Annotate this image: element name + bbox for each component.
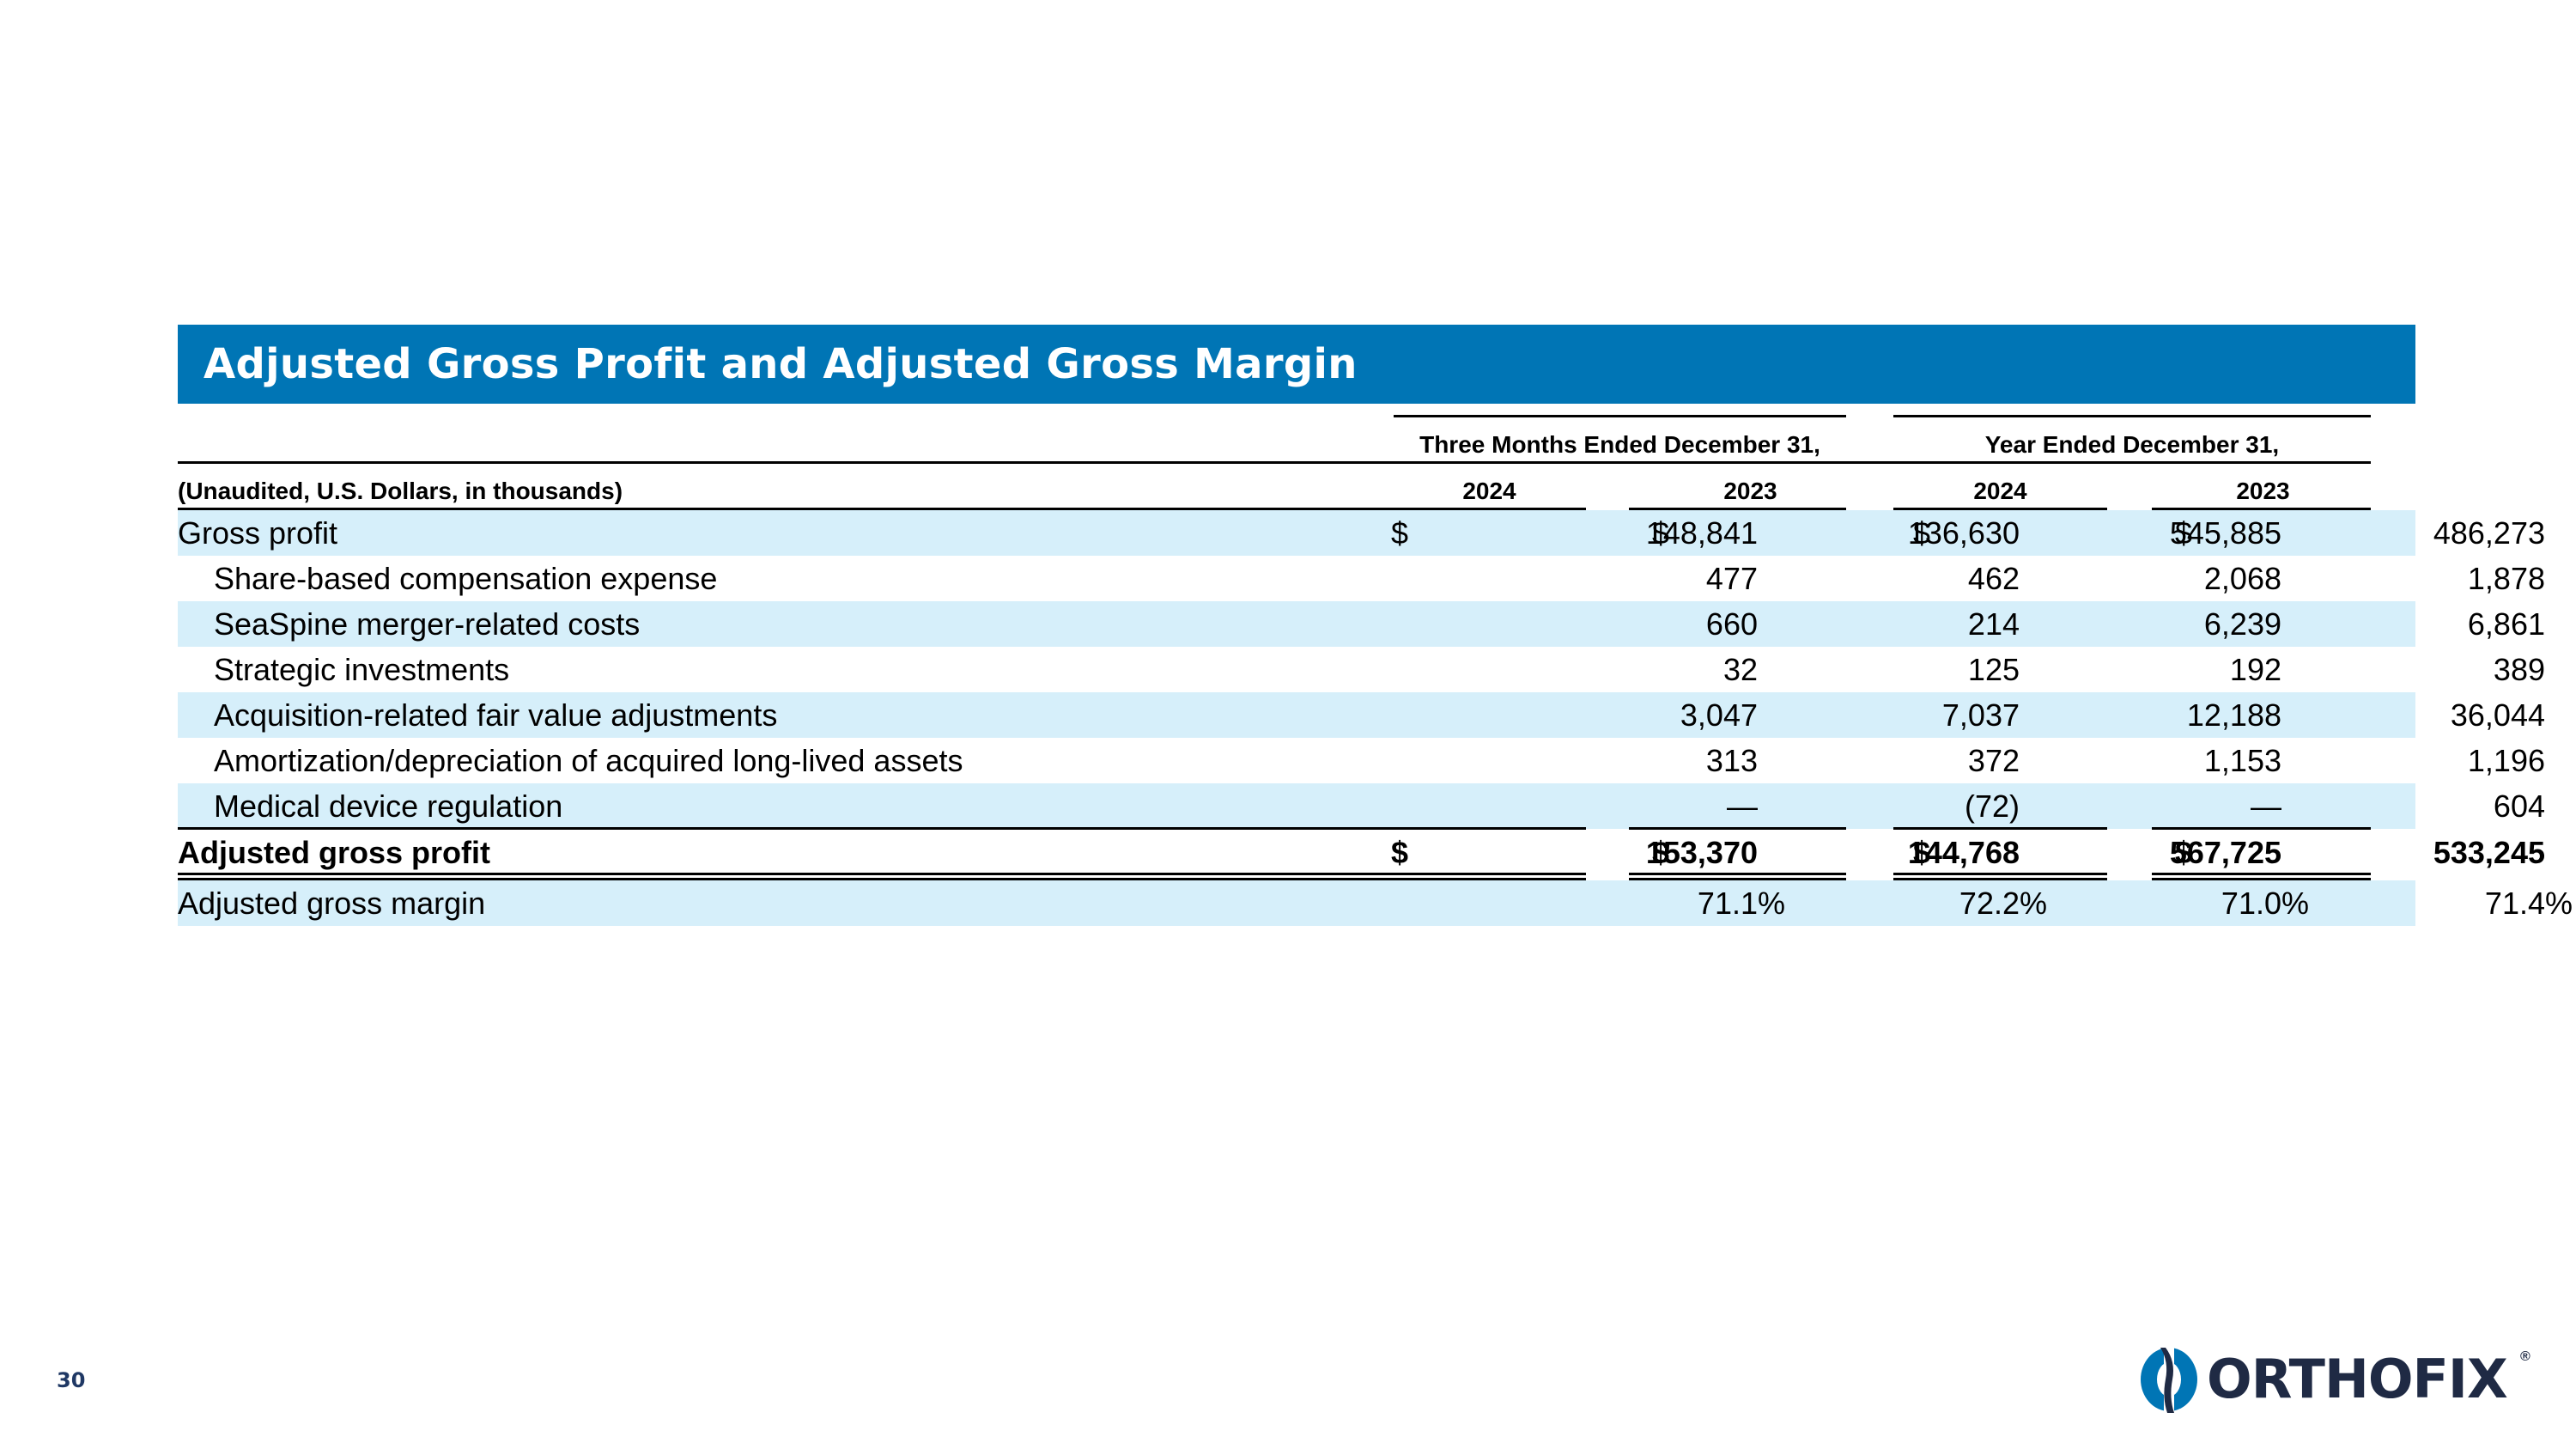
- year-header-4: 2023: [2236, 478, 2290, 504]
- value-cell: 389: [2493, 652, 2545, 687]
- value-cell: 153,370: [1645, 835, 1758, 870]
- value-cell: 313: [1705, 743, 1758, 778]
- value-cell: 1,878: [2467, 561, 2545, 596]
- value-cell: 32: [1722, 652, 1758, 687]
- row-label: Amortization/depreciation of acquired lo…: [214, 743, 963, 778]
- group2-top-rule: [1893, 415, 2371, 417]
- dollar-sign: $: [1391, 835, 1409, 870]
- row-label: SeaSpine merger-related costs: [214, 606, 641, 642]
- value-cell: 71.0%: [2221, 886, 2309, 921]
- row-label: Adjusted gross margin: [178, 886, 486, 921]
- value-cell: 2,068: [2203, 561, 2281, 596]
- value-cell: 1,153: [2203, 743, 2281, 778]
- value-cell: —: [2251, 788, 2281, 824]
- total-double-rule-label-b: [178, 878, 1586, 880]
- total-double-rule-3a: [1893, 873, 2107, 875]
- group1-header: Three Months Ended December 31,: [1419, 431, 1820, 458]
- subtotal-rule-2: [1629, 827, 1846, 830]
- subtotal-rule-3: [1893, 827, 2107, 830]
- row-label: Medical device regulation: [214, 788, 563, 824]
- value-cell: (72): [1964, 788, 2020, 824]
- group2-header: Year Ended December 31,: [1984, 431, 2280, 458]
- year-header-2: 2023: [1723, 478, 1777, 504]
- value-cell: 125: [1967, 652, 2020, 687]
- value-cell: 486,273: [2433, 515, 2545, 551]
- dollar-sign: $: [1913, 835, 1931, 870]
- year-header-3: 2024: [1973, 478, 2027, 504]
- logo-wordmark: ORTHOFIX: [2207, 1348, 2508, 1410]
- value-cell: 12,188: [2186, 697, 2281, 733]
- table-row: Gross profit $ 148,841 $ 136,630 $ 545,8…: [178, 510, 2545, 556]
- dollar-sign: $: [2175, 515, 2193, 551]
- subtotal-rule-label: [178, 827, 1586, 830]
- table-row: SeaSpine merger-related costs 660 214 6,…: [178, 601, 2545, 647]
- total-double-rule-4a: [2152, 873, 2371, 875]
- value-cell: 372: [1967, 743, 2020, 778]
- table-row: Medical device regulation — (72) — 604: [178, 783, 2545, 829]
- value-cell: 477: [1705, 561, 1758, 596]
- row-label: Share-based compensation expense: [214, 561, 718, 596]
- table-row: Adjusted gross profit $ 153,370 $ 144,76…: [178, 830, 2545, 875]
- value-cell: 6,239: [2203, 606, 2281, 642]
- total-double-rule-3b: [1893, 878, 2107, 880]
- dollar-sign: $: [1391, 515, 1409, 551]
- value-cell: 7,037: [1941, 697, 2020, 733]
- page-number: 30: [57, 1368, 86, 1392]
- title-bar: Adjusted Gross Profit and Adjusted Gross…: [178, 325, 2415, 404]
- year-rule-3: [1893, 508, 2107, 510]
- value-cell: 533,245: [2433, 835, 2545, 870]
- table-row: Amortization/depreciation of acquired lo…: [178, 738, 2545, 783]
- value-cell: 3,047: [1680, 697, 1758, 733]
- dollar-sign: $: [1652, 515, 1670, 551]
- registered-mark: ®: [2520, 1349, 2530, 1364]
- orthofix-logo: ORTHOFIX ®: [2138, 1344, 2533, 1415]
- value-cell: 462: [1967, 561, 2020, 596]
- value-cell: 660: [1705, 606, 1758, 642]
- row-label: Gross profit: [178, 515, 338, 551]
- orthofix-mark-icon: [2141, 1344, 2197, 1415]
- table-row: Strategic investments 32 125 192 389: [178, 647, 2545, 692]
- year-rule-2: [1629, 508, 1846, 510]
- value-cell: —: [1727, 788, 1758, 824]
- value-cell: 72.2%: [1959, 886, 2047, 921]
- value-cell: 545,885: [2169, 515, 2281, 551]
- total-double-rule-2a: [1629, 873, 1846, 875]
- group1-top-rule: [1394, 415, 1846, 417]
- subtotal-rule-4: [2152, 827, 2371, 830]
- year-rule-label: [178, 508, 1586, 510]
- year-header-1: 2024: [1462, 478, 1516, 504]
- value-cell: 604: [2493, 788, 2545, 824]
- value-cell: 36,044: [2450, 697, 2545, 733]
- row-label: Acquisition-related fair value adjustmen…: [214, 697, 778, 733]
- table-row: Acquisition-related fair value adjustmen…: [178, 692, 2545, 738]
- value-cell: 148,841: [1645, 515, 1758, 551]
- table-row: Adjusted gross margin 71.1% 72.2% 71.0% …: [178, 880, 2573, 926]
- dollar-sign: $: [1652, 835, 1670, 870]
- total-double-rule-2b: [1629, 878, 1846, 880]
- table-row: Share-based compensation expense 477 462…: [178, 556, 2545, 601]
- dollar-sign: $: [2175, 835, 2193, 870]
- value-cell: 144,768: [1907, 835, 2020, 870]
- units-label: (Unaudited, U.S. Dollars, in thousands): [178, 478, 623, 504]
- value-cell: 1,196: [2467, 743, 2545, 778]
- value-cell: 214: [1967, 606, 2020, 642]
- value-cell: 136,630: [1907, 515, 2020, 551]
- row-label: Strategic investments: [214, 652, 510, 687]
- value-cell: 6,861: [2467, 606, 2545, 642]
- year-rule-4: [2152, 508, 2371, 510]
- total-double-rule-label-a: [178, 873, 1586, 875]
- value-cell: 71.1%: [1697, 886, 1785, 921]
- value-cell: 192: [2229, 652, 2281, 687]
- value-cell: 567,725: [2169, 835, 2281, 870]
- row-label: Adjusted gross profit: [178, 835, 491, 870]
- page-title: Adjusted Gross Profit and Adjusted Gross…: [204, 340, 1358, 388]
- dollar-sign: $: [1913, 515, 1931, 551]
- header-full-rule: [178, 461, 2371, 464]
- total-double-rule-4b: [2152, 878, 2371, 880]
- value-cell: 71.4%: [2484, 886, 2573, 921]
